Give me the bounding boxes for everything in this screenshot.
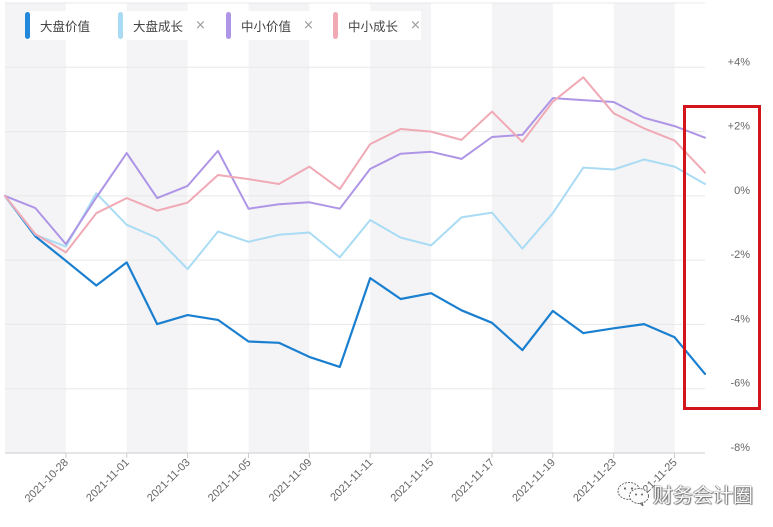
legend-label: 中小价值 xyxy=(241,19,292,34)
y-tick-label: -2% xyxy=(730,249,750,261)
legend-color-swatch xyxy=(118,12,123,39)
legend-label: 中小成长 xyxy=(348,19,399,34)
series-line-large-cap-growth[interactable] xyxy=(4,158,706,271)
legend-item-small-mid-growth[interactable]: 中小成长 × xyxy=(333,11,421,40)
y-tick-label: -8% xyxy=(730,442,750,454)
red-highlight-box xyxy=(683,105,761,410)
wechat-icon xyxy=(617,482,649,506)
watermark-text: 财务会计圈 xyxy=(653,482,753,507)
chart-legend: 大盘价值 大盘成长 × 中小价值 × 中小成长 × xyxy=(0,11,440,40)
legend-color-swatch xyxy=(25,12,30,39)
legend-item-small-mid-value[interactable]: 中小价值 × xyxy=(226,11,314,40)
close-icon[interactable]: × xyxy=(195,18,206,33)
shaded-band xyxy=(248,3,310,453)
series-lines xyxy=(3,76,707,375)
y-tick-label: +2% xyxy=(728,121,751,133)
close-icon[interactable]: × xyxy=(303,18,314,33)
y-tick-label: 0% xyxy=(734,185,750,197)
close-icon[interactable]: × xyxy=(410,18,421,33)
legend-color-swatch xyxy=(333,12,338,39)
series-line-small-mid-value[interactable] xyxy=(4,97,706,246)
watermark: 财务会计圈 xyxy=(616,480,753,507)
background-bands xyxy=(5,3,675,453)
shaded-band xyxy=(613,3,675,453)
shaded-band xyxy=(5,3,66,453)
series-line-large-cap-value[interactable] xyxy=(3,194,707,375)
shaded-band xyxy=(491,3,553,453)
legend-item-large-cap-growth[interactable]: 大盘成长 × xyxy=(118,11,207,40)
y-tick-label: -6% xyxy=(730,378,750,390)
y-tick-label: -4% xyxy=(730,313,750,325)
shaded-band xyxy=(370,3,432,453)
legend-label: 大盘成长 xyxy=(133,19,184,34)
legend-label: 大盘价值 xyxy=(40,19,91,34)
series-line-small-mid-growth[interactable] xyxy=(4,76,706,254)
legend-item-large-cap-value[interactable]: 大盘价值 xyxy=(25,11,95,40)
legend-color-swatch xyxy=(226,12,231,39)
shaded-band xyxy=(126,3,188,453)
y-tick-label: +4% xyxy=(728,56,751,68)
